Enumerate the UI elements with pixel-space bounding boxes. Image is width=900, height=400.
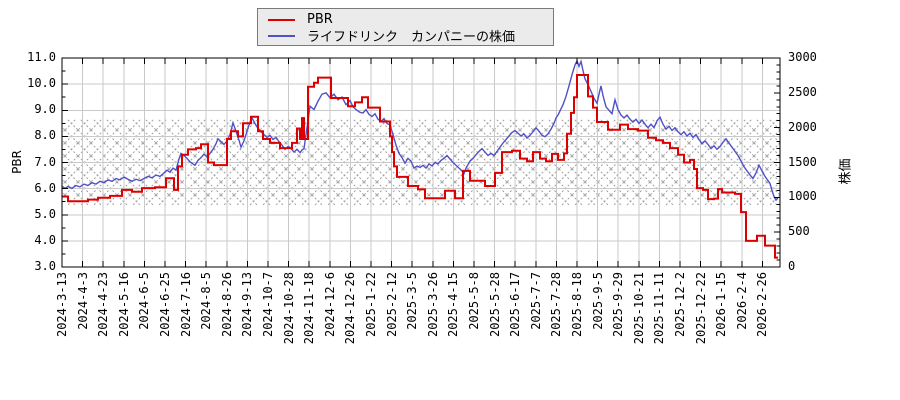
hatch-band bbox=[62, 118, 780, 206]
legend-line-sample-stock-price bbox=[268, 34, 295, 37]
plot-frame bbox=[61, 57, 781, 268]
right-axis-title: 株価 bbox=[838, 158, 854, 185]
legend-item-pbr: PBR bbox=[268, 12, 543, 27]
legend-label-stock-price: ライフドリンク カンパニーの株価 bbox=[307, 30, 516, 45]
series-lines bbox=[61, 58, 779, 259]
stock-series-line bbox=[61, 58, 779, 202]
legend: PBR ライフドリンク カンパニーの株価 bbox=[257, 8, 554, 46]
pbr-range-band bbox=[62, 118, 780, 206]
left-axis-title: PBR bbox=[9, 150, 24, 174]
pbr-series-line bbox=[62, 74, 778, 259]
legend-line-sample-pbr bbox=[268, 18, 295, 21]
legend-item-stock-price: ライフドリンク カンパニーの株価 bbox=[268, 27, 543, 45]
legend-label-pbr: PBR bbox=[307, 12, 333, 27]
grid-lines bbox=[62, 58, 780, 267]
